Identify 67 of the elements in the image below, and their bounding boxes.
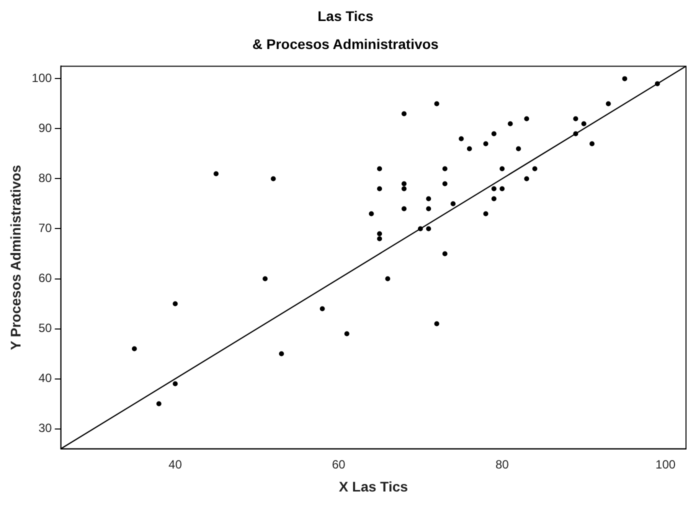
point xyxy=(377,166,382,172)
point xyxy=(524,176,530,182)
point xyxy=(426,226,432,232)
y-tick-label: 70 xyxy=(38,221,52,236)
point xyxy=(402,206,407,212)
point xyxy=(458,136,464,142)
point xyxy=(450,201,456,206)
point xyxy=(466,146,472,152)
x-tick-label: 40 xyxy=(168,457,182,472)
point xyxy=(368,211,374,216)
point xyxy=(278,351,284,356)
point xyxy=(377,231,382,236)
point xyxy=(491,196,496,202)
point xyxy=(132,346,137,352)
point xyxy=(172,301,178,306)
y-tick-label: 30 xyxy=(38,421,52,436)
y-tick-label: 80 xyxy=(38,171,52,186)
point xyxy=(442,181,448,186)
point xyxy=(573,131,578,136)
point xyxy=(483,141,488,146)
point xyxy=(573,116,578,122)
chart-subtitle: & Procesos Administrativos xyxy=(251,36,440,52)
point xyxy=(402,186,407,192)
y-tick-label: 60 xyxy=(38,271,52,286)
point xyxy=(377,236,382,242)
x-tick-label: 100 xyxy=(656,457,676,472)
y-axis-title: Y Procesos Administrativos xyxy=(7,164,24,350)
point xyxy=(377,186,382,192)
point xyxy=(442,251,448,256)
point xyxy=(434,321,440,326)
point xyxy=(581,121,586,126)
point xyxy=(214,171,219,176)
y-tick-label: 40 xyxy=(38,371,52,386)
y-tick-label: 50 xyxy=(38,321,52,336)
y-tick-label: 100 xyxy=(32,71,52,86)
x-axis-title: X Las Tics xyxy=(338,478,408,494)
point xyxy=(491,131,496,136)
point xyxy=(270,176,276,182)
point xyxy=(402,111,407,116)
point xyxy=(320,306,325,312)
point xyxy=(491,186,496,192)
point xyxy=(418,226,423,232)
point xyxy=(606,101,611,106)
point xyxy=(156,401,162,406)
point xyxy=(516,146,521,152)
point xyxy=(500,186,505,192)
point xyxy=(508,121,513,126)
point xyxy=(172,381,178,386)
x-tick-label: 80 xyxy=(495,457,510,472)
point xyxy=(426,206,432,212)
point xyxy=(434,101,440,106)
point xyxy=(483,211,488,216)
point xyxy=(262,276,268,282)
point xyxy=(590,141,595,146)
y-tick-label: 90 xyxy=(38,121,52,136)
point xyxy=(500,166,505,172)
point xyxy=(524,116,530,122)
point xyxy=(344,331,350,336)
chart-title: Las Tics xyxy=(316,8,374,24)
x-tick-label: 60 xyxy=(332,457,346,472)
point xyxy=(442,166,448,172)
point xyxy=(532,166,538,172)
point xyxy=(426,196,432,202)
point xyxy=(402,181,407,186)
point xyxy=(622,76,628,82)
point xyxy=(654,81,660,86)
point xyxy=(385,276,390,282)
